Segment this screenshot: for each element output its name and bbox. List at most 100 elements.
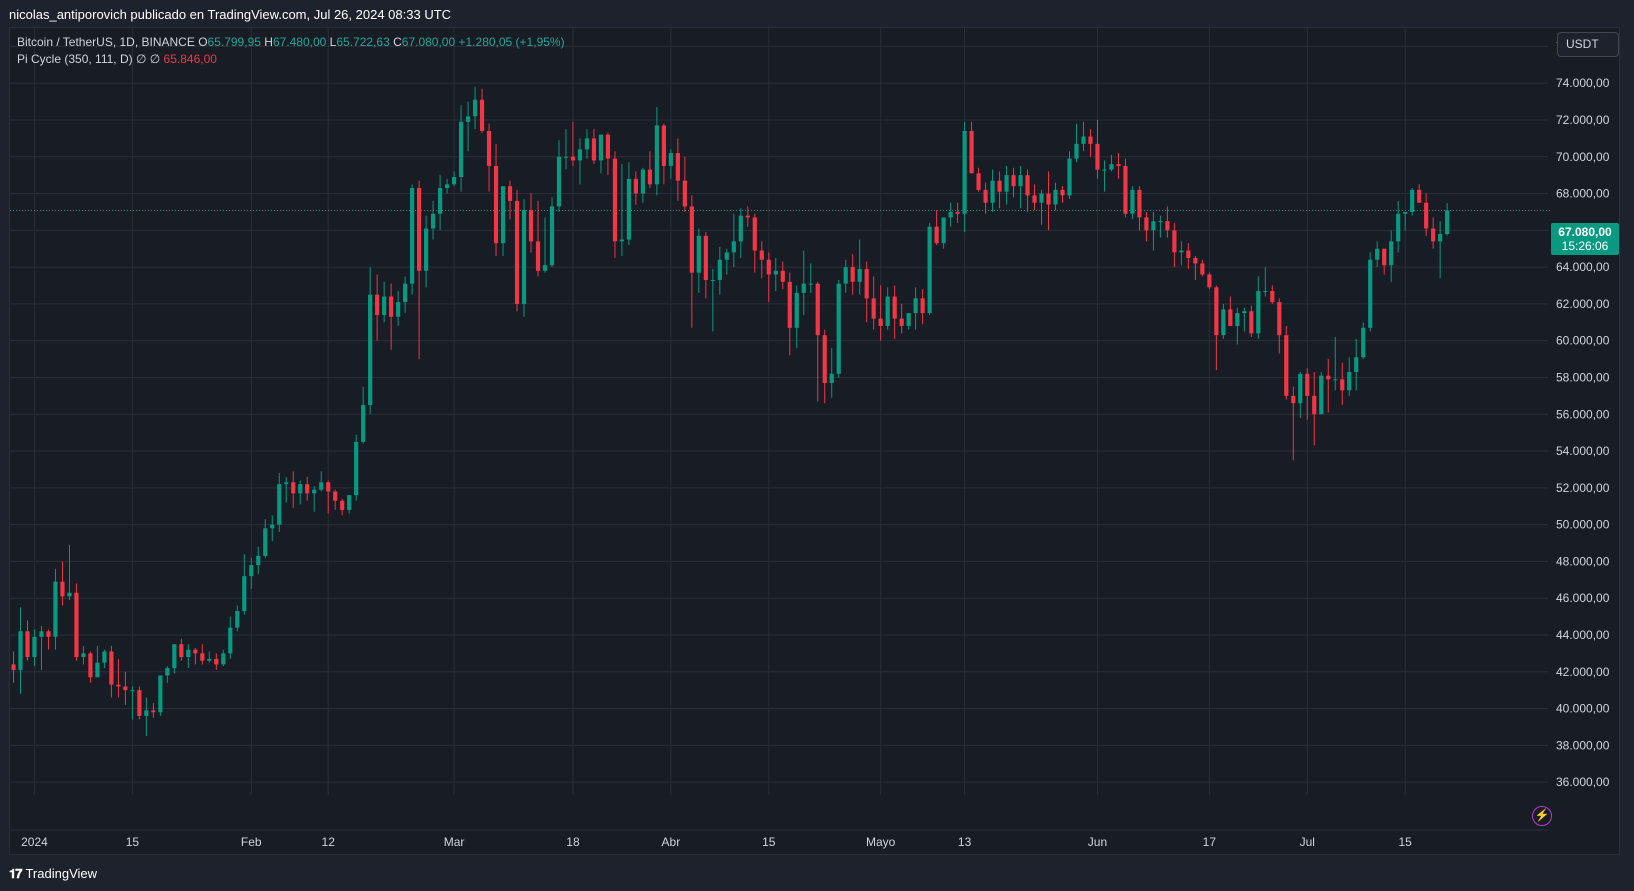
candle-body	[1032, 195, 1037, 203]
candle-body	[200, 653, 205, 661]
candle-body	[1200, 263, 1205, 275]
candle-body	[32, 636, 37, 658]
candle-body	[60, 581, 65, 597]
candle-body	[864, 268, 869, 299]
legend-indicator-name[interactable]: Pi Cycle (350, 111, D)	[17, 52, 133, 66]
candle-body	[1004, 175, 1009, 192]
candle-body	[619, 239, 625, 242]
candle-body	[710, 279, 715, 281]
candle-body	[277, 484, 282, 525]
candle-body	[661, 125, 666, 166]
candle-body	[102, 651, 107, 663]
candle-body	[822, 335, 827, 383]
candle-body	[668, 153, 673, 166]
y-tick-label: 70.000,00	[1556, 150, 1610, 164]
candle-body	[1060, 189, 1065, 196]
candle-body	[829, 373, 834, 383]
candle-body	[319, 482, 324, 490]
footer-brand[interactable]: TradingView	[25, 866, 98, 881]
candle-body	[1242, 311, 1247, 314]
candle-body	[486, 131, 492, 166]
candle-body	[563, 156, 569, 158]
candle-body	[1305, 373, 1310, 396]
legend-open-label: O	[198, 35, 208, 49]
candle-body	[1431, 228, 1436, 242]
y-tick-label: 36.000,00	[1556, 775, 1610, 789]
candle-body	[172, 644, 177, 669]
candle-body	[1270, 291, 1275, 303]
candle-body	[675, 153, 680, 181]
candle-body	[1256, 291, 1261, 334]
candle-body	[130, 690, 135, 692]
candle-body	[1277, 302, 1282, 336]
candle-body	[451, 176, 457, 185]
y-tick-label: 52.000,00	[1556, 481, 1610, 495]
candle-body	[1340, 379, 1345, 391]
candle-body	[1424, 202, 1429, 229]
candle-body	[1326, 375, 1331, 380]
legend-high-value: 67.480,00	[272, 35, 327, 49]
candle-body	[270, 524, 275, 529]
candle-body	[1249, 311, 1254, 334]
candle-body	[962, 131, 967, 214]
candle-body	[1172, 230, 1177, 253]
tradingview-logo-icon: 𝟏𝟕	[9, 866, 23, 881]
candle-body	[528, 210, 534, 242]
candle-body	[1291, 395, 1296, 404]
y-tick-label: 42.000,00	[1556, 665, 1610, 679]
y-tick-label: 74.000,00	[1556, 76, 1610, 90]
candle-body	[25, 631, 30, 658]
candle-body	[1109, 164, 1114, 170]
candle-body	[1228, 309, 1233, 326]
candle-body	[780, 270, 785, 282]
candle-body	[249, 565, 254, 577]
candle-body	[1151, 221, 1156, 231]
candle-body	[948, 211, 953, 218]
candle-body	[787, 281, 792, 328]
candle-body	[221, 653, 226, 665]
candle-body	[1081, 136, 1086, 144]
y-tick-label: 38.000,00	[1556, 738, 1610, 752]
candle-body	[514, 200, 520, 304]
candle-body	[556, 156, 562, 207]
candle-body	[724, 252, 729, 260]
top-caption: nicolas_antiporovich publicado en Tradin…	[9, 7, 452, 22]
candle-body	[1347, 371, 1352, 391]
legend-low-value: 65.722,63	[336, 35, 390, 49]
candle-body	[1410, 189, 1415, 212]
legend-symbol[interactable]: Bitcoin / TetherUS, 1D, BINANCE	[17, 35, 195, 49]
candle-body	[382, 296, 387, 315]
currency-button[interactable]: USDT	[1557, 32, 1619, 57]
candle-body	[235, 611, 240, 628]
candle-body	[507, 186, 513, 201]
candle-body	[752, 217, 757, 251]
candle-body	[801, 283, 806, 293]
candle-body	[605, 134, 611, 159]
candle-body	[731, 241, 736, 253]
candle-body	[137, 690, 142, 716]
candle-body	[1375, 248, 1380, 260]
candle-body	[1011, 175, 1016, 187]
y-tick-label: 48.000,00	[1556, 554, 1610, 568]
legend-open-value: 65.799,95	[207, 35, 261, 49]
candle-body	[1207, 274, 1212, 288]
candle-body	[549, 206, 555, 266]
candle-body	[1417, 189, 1422, 203]
candle-body	[990, 180, 995, 203]
candle-body	[969, 131, 974, 174]
candle-body	[256, 555, 261, 566]
candle-body	[1039, 193, 1044, 203]
candle-body	[1354, 357, 1359, 372]
candle-body	[1186, 250, 1191, 258]
chart-frame[interactable]	[9, 27, 1620, 855]
candle-body	[207, 658, 212, 661]
candle-body	[647, 169, 652, 185]
candle-body	[899, 318, 904, 326]
candle-body	[766, 259, 771, 275]
flash-icon[interactable]: ⚡	[1532, 806, 1552, 826]
candle-body	[1445, 210, 1450, 235]
candle-body	[165, 668, 170, 676]
candle-body	[242, 576, 247, 612]
candle-body	[1046, 193, 1051, 205]
